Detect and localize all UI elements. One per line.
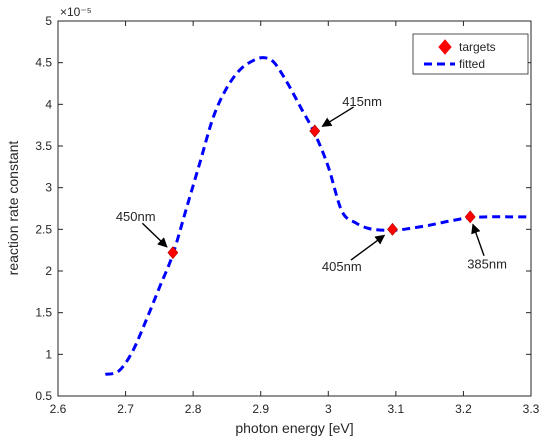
annotation-layer: 450nm 415nm 405nm 385nm [116,94,507,274]
x-tick-label: 2.9 [252,402,269,416]
legend-box [412,33,529,75]
y-tick-label: 5 [45,14,52,28]
x-tick-label: 2.8 [185,402,202,416]
annotation-arrow [350,234,386,261]
y-tick-label: 1.5 [35,306,52,320]
annotation-arrow [141,222,168,248]
annotation-label: 405nm [322,259,362,274]
x-tick-label: 3.2 [455,402,472,416]
target-marker [167,246,179,260]
x-tick-label: 3.1 [388,402,405,416]
y-tick-label: 2 [45,264,52,278]
x-tick-label: 3 [325,402,332,416]
annotation-arrow [471,223,485,257]
y-exponent-label: ×10⁻⁵ [60,5,92,19]
legend-targets-marker [438,39,452,55]
target-marker [387,222,398,236]
legend-fitted-label: fitted [459,57,485,71]
y-tick-label: 2.5 [35,222,52,236]
y-tick-label: 3.5 [35,139,52,153]
fitted-line [104,56,531,376]
target-marker [464,210,476,224]
x-axis-title: photon energy [eV] [235,420,353,436]
y-tick-label: 0.5 [35,389,52,403]
legend-targets-label: targets [459,40,496,54]
y-tick-label: 4.5 [35,56,52,70]
y-tick-label: 1 [45,347,52,361]
y-tick-label: 4 [45,97,52,111]
annotation-label: 450nm [116,209,156,224]
y-axis-title: reaction rate constant [5,141,21,276]
y-tick-label: 3 [45,181,52,195]
target-marker-layer [167,124,476,260]
annotation-arrow [321,106,354,127]
x-tick-label: 3.3 [523,402,540,416]
x-tick-label: 2.7 [117,402,134,416]
legend: targets fitted [412,33,529,75]
annotation-label: 415nm [342,94,382,109]
x-tick-label: 2.6 [50,402,67,416]
axis-ticks: 2.6 2.7 2.8 2.9 3 3.1 3.2 3.3 0.5 1 1.5 2 2.5 3 3.5 4 4.… [35,14,539,416]
plot-area [57,20,532,397]
target-marker [309,124,321,138]
annotation-label: 385nm [467,256,507,271]
fitted-line-layer [104,56,531,376]
